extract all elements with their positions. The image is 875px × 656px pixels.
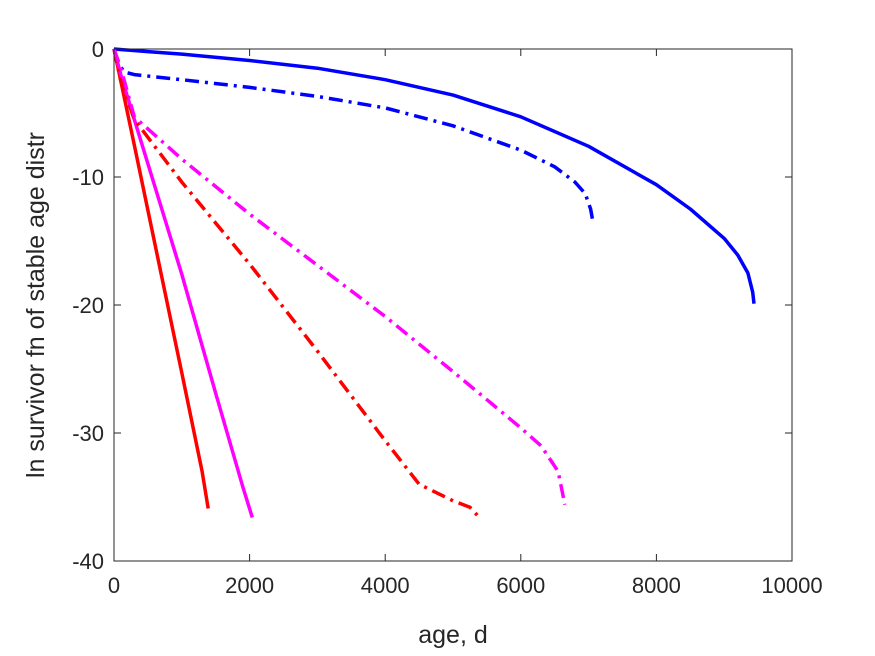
x-tick-label: 8000: [632, 573, 681, 598]
series-layer: [112, 47, 756, 519]
y-tick-label: -30: [72, 421, 104, 446]
y-tick-label: -40: [72, 549, 104, 574]
y-tick-label: -20: [72, 293, 104, 318]
series-line-6: [112, 48, 567, 506]
y-tick-label: 0: [92, 37, 104, 62]
x-tick-label: 0: [108, 573, 120, 598]
series-line-2: [112, 48, 595, 221]
x-tick-label: 4000: [361, 573, 410, 598]
y-axis-label: ln survivor fn of stable age distr: [22, 132, 50, 478]
plot-area: [114, 49, 792, 561]
y-tick-label: -10: [72, 165, 104, 190]
x-tick-label: 6000: [496, 573, 545, 598]
x-tick-label: 10000: [761, 573, 822, 598]
series-line-1: [113, 47, 756, 304]
axes-layer: 0 2000 4000 6000 8000 10000 0 -10 -20 -30 -40: [72, 37, 822, 598]
x-tick-label: 2000: [225, 573, 274, 598]
series-line-4: [112, 48, 254, 519]
plot-background: [114, 49, 792, 561]
x-axis-label: age, d: [418, 621, 488, 649]
